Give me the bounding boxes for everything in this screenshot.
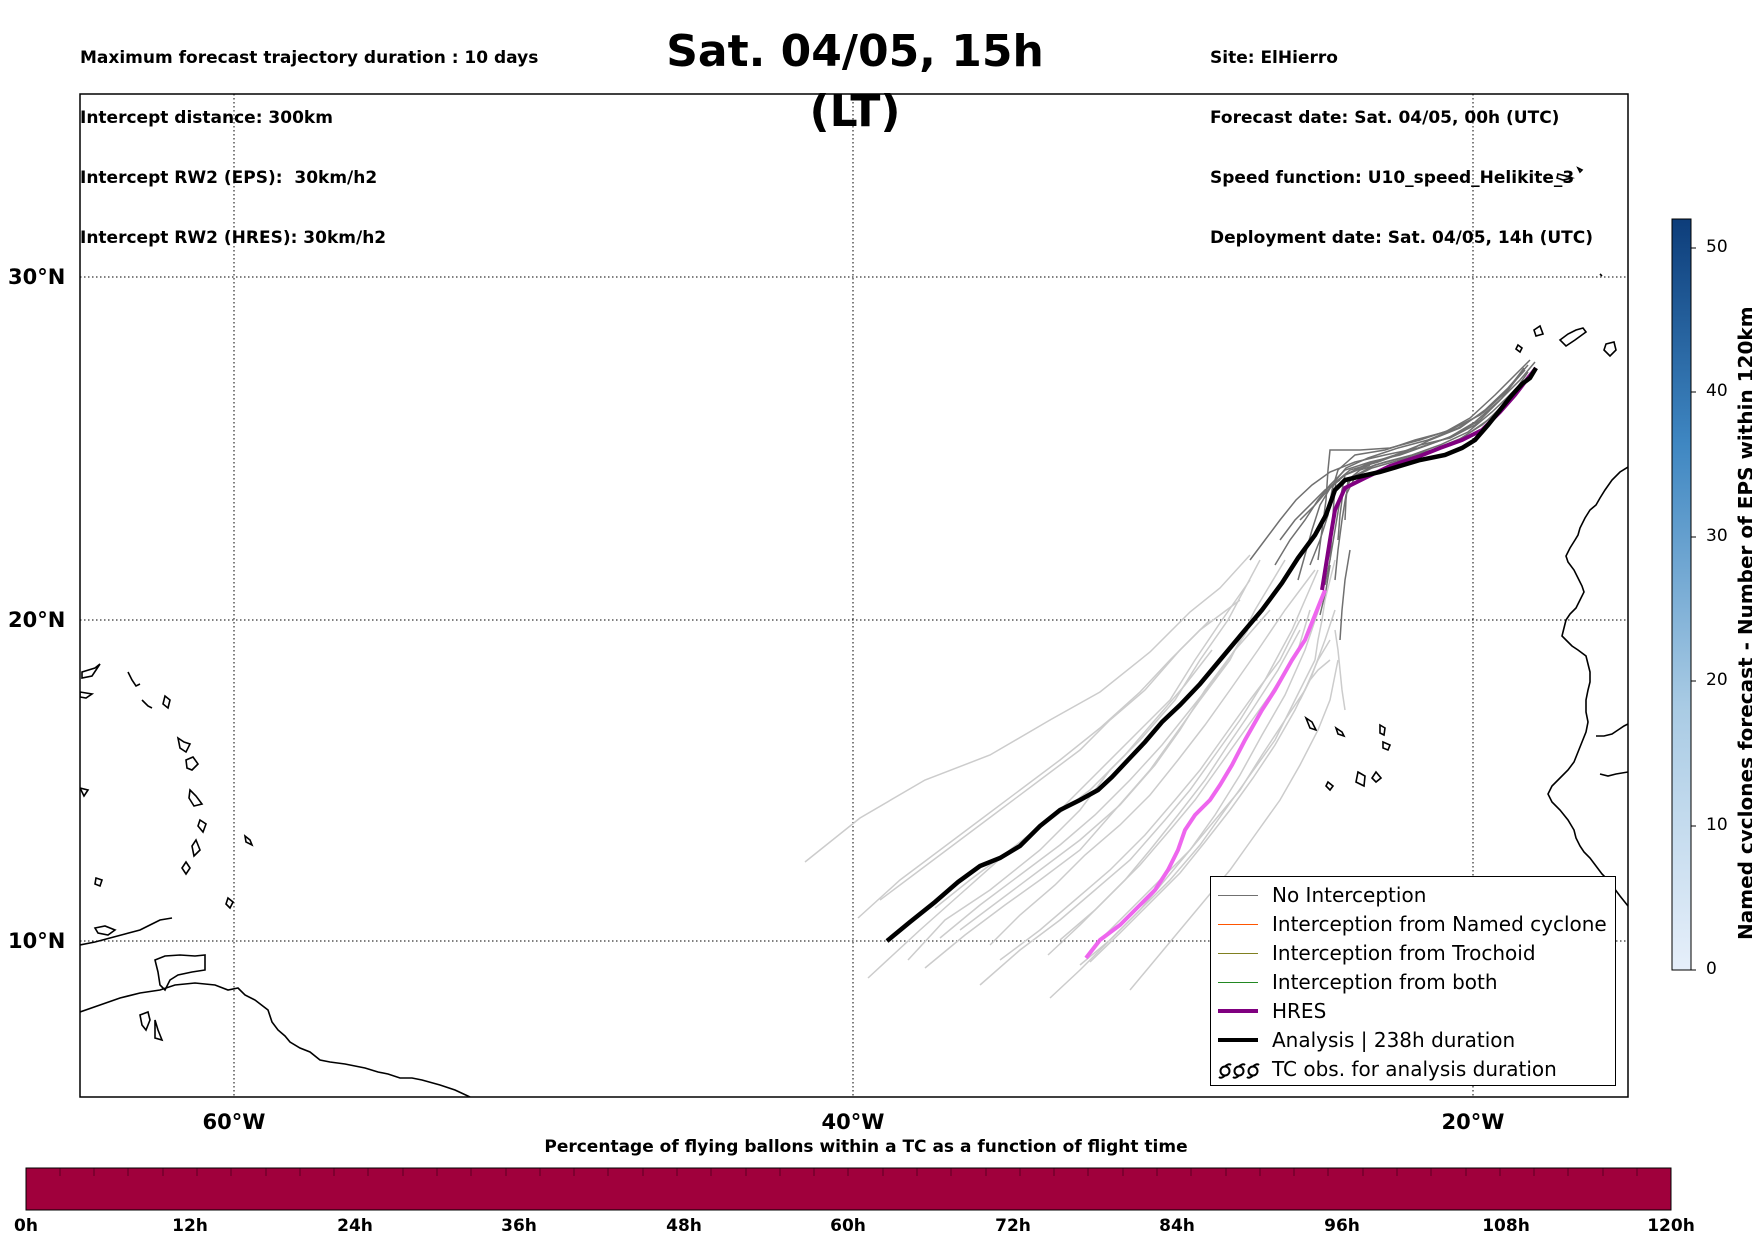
flight-tick: 84h	[1159, 1216, 1195, 1236]
legend-label: Interception from Trochoid	[1272, 941, 1536, 965]
legend-label: TC obs. for analysis duration	[1272, 1057, 1557, 1081]
map-gridlines	[80, 94, 1628, 1097]
colorbar-tick: 20	[1706, 670, 1728, 690]
flight-tick: 96h	[1324, 1216, 1360, 1236]
legend-item-no-interception: No Interception	[1211, 881, 1615, 910]
lon-label-40w: 40°W	[822, 1110, 885, 1134]
legend-item-both: Interception from both	[1211, 968, 1615, 997]
colorbar-tick: 30	[1706, 526, 1728, 546]
trochoid-swatch	[1218, 953, 1258, 954]
intercept-hres-text: Intercept RW2 (HRES): 30km/h2	[80, 228, 387, 248]
lat-label-10n: 10°N	[8, 929, 65, 953]
legend-item-analysis: Analysis | 238h duration	[1211, 1026, 1615, 1055]
analysis-trajectory	[885, 366, 1538, 943]
flight-tick: 24h	[337, 1216, 373, 1236]
legend-label: Analysis | 238h duration	[1272, 1028, 1516, 1052]
max-duration-text: Maximum forecast trajectory duration : 1…	[80, 48, 539, 68]
header-left-info: Maximum forecast trajectory duration : 1…	[80, 8, 538, 268]
flight-time-bar	[25, 1167, 1672, 1211]
map-legend: No Interception Interception from Named …	[1210, 876, 1616, 1086]
flight-tick: 72h	[995, 1216, 1031, 1236]
map-frame	[79, 93, 1629, 1098]
hres-swatch	[1218, 1009, 1258, 1013]
no-interception-trajectories	[1249, 359, 1536, 641]
colorbar-tick: 10	[1706, 815, 1728, 835]
intercept-eps-text: Intercept RW2 (EPS): 30km/h2	[80, 168, 378, 188]
page-title: Sat. 04/05, 15h (LT)	[666, 26, 1044, 137]
deployment-date-text: Deployment date: Sat. 04/05, 14h (UTC)	[1210, 228, 1594, 248]
hres-trajectory-light	[1084, 589, 1327, 960]
legend-label: HRES	[1272, 999, 1327, 1023]
flight-tick: 108h	[1482, 1216, 1530, 1236]
flight-tick: 48h	[666, 1216, 702, 1236]
cyclone-symbol-icon	[1218, 1063, 1260, 1079]
header-right-info: Site: ElHierro Forecast date: Sat. 04/05…	[1210, 8, 1593, 268]
colorbar-tick: 40	[1706, 381, 1728, 401]
named-cyclone-swatch	[1218, 924, 1258, 925]
flight-bar-caption: Percentage of flying ballons within a TC…	[544, 1137, 1188, 1157]
legend-item-tc-obs: TC obs. for analysis duration	[1211, 1055, 1615, 1084]
legend-item-trochoid: Interception from Trochoid	[1211, 939, 1615, 968]
coastlines	[80, 166, 1628, 1097]
analysis-swatch	[1218, 1038, 1258, 1042]
intercept-distance-text: Intercept distance: 300km	[80, 108, 333, 128]
site-text: Site: ElHierro	[1210, 48, 1338, 68]
flight-tick: 120h	[1647, 1216, 1695, 1236]
eps-trajectories	[804, 554, 1346, 999]
flight-tick: 12h	[172, 1216, 208, 1236]
colorbar-tick: 50	[1706, 237, 1728, 257]
colorbar-tick: 0	[1706, 959, 1717, 979]
legend-label: No Interception	[1272, 883, 1427, 907]
legend-item-hres: HRES	[1211, 997, 1615, 1026]
legend-label: Interception from Named cyclone	[1272, 912, 1607, 936]
legend-item-named-cyclone: Interception from Named cyclone	[1211, 910, 1615, 939]
both-swatch	[1218, 982, 1258, 983]
flight-tick: 0h	[14, 1216, 38, 1236]
no-interception-swatch	[1218, 895, 1258, 896]
colorbar-title: Named cyclones forecast - Number of EPS …	[1734, 306, 1752, 940]
flight-tick: 60h	[830, 1216, 866, 1236]
speed-function-text: Speed function: U10_speed_Helikite_3	[1210, 168, 1575, 188]
flight-tick: 36h	[501, 1216, 537, 1236]
legend-label: Interception from both	[1272, 970, 1498, 994]
lon-label-20w: 20°W	[1442, 1110, 1505, 1134]
lat-label-30n: 30°N	[8, 265, 65, 289]
cyclone-colorbar	[1671, 218, 1696, 971]
lat-label-20n: 20°N	[8, 608, 65, 632]
lon-label-60w: 60°W	[203, 1110, 266, 1134]
